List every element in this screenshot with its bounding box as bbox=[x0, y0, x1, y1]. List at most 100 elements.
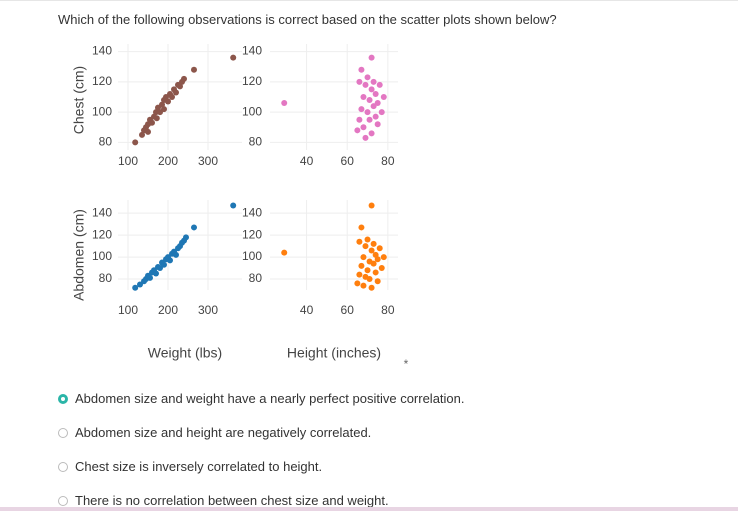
data-point bbox=[372, 269, 379, 276]
data-point bbox=[145, 128, 151, 135]
data-point bbox=[161, 261, 167, 268]
radio-button[interactable] bbox=[58, 495, 68, 506]
data-point bbox=[380, 254, 387, 261]
data-point bbox=[372, 90, 379, 97]
data-point bbox=[149, 119, 155, 126]
data-point bbox=[364, 109, 371, 116]
column-title: Height (inches) bbox=[287, 345, 381, 361]
data-point bbox=[368, 130, 375, 137]
top-border bbox=[0, 0, 738, 1]
data-point bbox=[181, 75, 187, 82]
y-tick-label: 120 bbox=[92, 74, 112, 88]
x-tick-label: 300 bbox=[198, 303, 218, 317]
y-tick-label: 120 bbox=[242, 227, 262, 241]
data-point bbox=[354, 280, 361, 287]
data-point bbox=[362, 81, 369, 88]
data-point bbox=[356, 238, 363, 245]
data-point bbox=[165, 98, 171, 105]
data-point bbox=[356, 271, 363, 278]
data-point bbox=[364, 267, 371, 274]
data-point bbox=[354, 127, 361, 134]
data-point bbox=[147, 274, 153, 281]
data-point bbox=[139, 131, 145, 138]
y-tick-label: 80 bbox=[249, 135, 263, 149]
data-point bbox=[358, 262, 365, 269]
data-point bbox=[230, 54, 237, 61]
data-point bbox=[372, 113, 379, 120]
data-point bbox=[376, 245, 383, 252]
row-title: Abdomen (cm) bbox=[71, 209, 87, 301]
data-point bbox=[137, 281, 143, 288]
data-point bbox=[374, 256, 381, 263]
data-point bbox=[153, 115, 160, 122]
data-point bbox=[368, 247, 375, 254]
answer-option[interactable]: Abdomen size and weight have a nearly pe… bbox=[58, 391, 465, 406]
data-point bbox=[380, 94, 387, 100]
data-point bbox=[368, 284, 375, 291]
y-tick-label: 140 bbox=[242, 205, 262, 219]
required-marker: * bbox=[404, 357, 409, 371]
data-point bbox=[161, 106, 167, 113]
data-point bbox=[358, 66, 365, 73]
data-point bbox=[183, 234, 189, 241]
data-point bbox=[378, 109, 385, 116]
x-tick-label: 200 bbox=[158, 154, 178, 168]
data-point bbox=[173, 89, 179, 96]
x-tick-label: 300 bbox=[198, 154, 218, 168]
data-point bbox=[374, 100, 381, 107]
data-point bbox=[374, 121, 381, 128]
row-title: Chest (cm) bbox=[71, 66, 87, 134]
answer-option[interactable]: Chest size is inversely correlated to he… bbox=[58, 459, 322, 474]
y-tick-label: 80 bbox=[249, 271, 263, 285]
radio-button[interactable] bbox=[58, 461, 68, 472]
bottom-bar bbox=[0, 507, 738, 511]
y-tick-label: 120 bbox=[242, 74, 262, 88]
x-tick-label: 80 bbox=[381, 303, 395, 317]
y-tick-label: 100 bbox=[242, 104, 262, 118]
radio-button[interactable] bbox=[58, 393, 68, 404]
data-point bbox=[157, 265, 163, 272]
x-tick-label: 40 bbox=[300, 303, 314, 317]
data-point bbox=[167, 257, 173, 264]
data-point bbox=[366, 116, 373, 123]
data-point bbox=[132, 139, 139, 146]
y-tick-label: 100 bbox=[92, 104, 112, 118]
data-point bbox=[153, 270, 159, 277]
x-tick-label: 40 bbox=[300, 154, 314, 168]
radio-button[interactable] bbox=[58, 427, 68, 438]
x-tick-label: 100 bbox=[118, 154, 138, 168]
data-point bbox=[374, 278, 381, 285]
data-point bbox=[370, 78, 377, 85]
option-text: Abdomen size and weight have a nearly pe… bbox=[75, 391, 465, 406]
data-point bbox=[364, 236, 371, 243]
option-text: Chest size is inversely correlated to he… bbox=[75, 459, 323, 474]
y-tick-label: 80 bbox=[99, 135, 113, 149]
y-tick-label: 140 bbox=[92, 205, 112, 219]
data-point bbox=[191, 224, 197, 231]
data-point bbox=[358, 224, 365, 231]
data-point bbox=[191, 66, 197, 73]
answer-option[interactable]: There is no correlation between chest si… bbox=[58, 493, 389, 508]
data-point bbox=[362, 134, 369, 141]
data-point bbox=[370, 240, 377, 247]
data-point bbox=[368, 86, 375, 93]
data-point bbox=[362, 243, 369, 250]
data-point bbox=[360, 254, 367, 261]
data-point bbox=[281, 100, 288, 107]
data-point bbox=[362, 273, 369, 280]
data-point bbox=[370, 260, 377, 267]
data-point bbox=[159, 101, 165, 108]
question: Which of the following observations is c… bbox=[58, 12, 557, 27]
data-point bbox=[368, 202, 375, 209]
answer-option[interactable]: Abdomen size and height are negatively c… bbox=[58, 425, 371, 440]
option-text: There is no correlation between chest si… bbox=[75, 493, 389, 508]
x-tick-label: 60 bbox=[341, 303, 355, 317]
y-tick-label: 140 bbox=[242, 44, 262, 58]
data-point bbox=[366, 97, 373, 104]
scatter-matrix: Chest (cm) Abdomen (cm) Weight (lbs) Hei… bbox=[71, 44, 409, 371]
data-point bbox=[360, 124, 367, 131]
data-point bbox=[356, 116, 363, 123]
data-point bbox=[230, 202, 237, 209]
data-point bbox=[173, 251, 179, 258]
